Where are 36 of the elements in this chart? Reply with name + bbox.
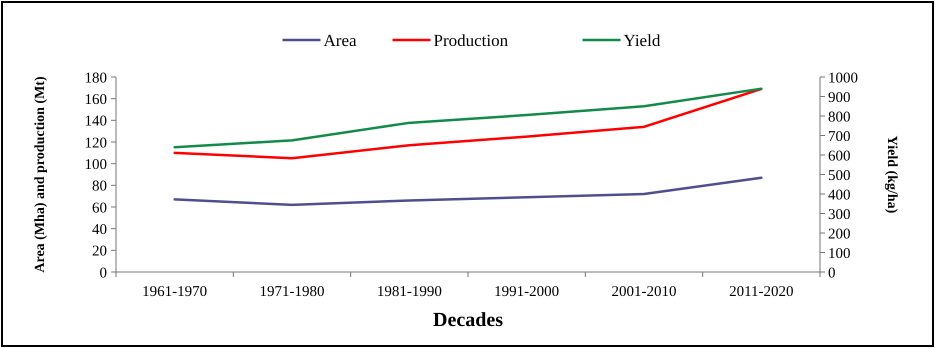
legend-label: Production bbox=[434, 30, 509, 50]
x-tick-label: 1981-1990 bbox=[376, 284, 442, 300]
y-tick-label: 20 bbox=[92, 244, 107, 260]
y-tick-label: 0 bbox=[100, 265, 107, 282]
x-tick-label: 1971-1980 bbox=[260, 284, 324, 300]
y-tick-label: 100 bbox=[84, 156, 107, 173]
y2-tick-label: 1000 bbox=[828, 70, 858, 86]
y2-tick-label: 700 bbox=[828, 128, 850, 145]
y2-tick-label: 100 bbox=[828, 246, 850, 262]
x-tick-label: 1991-2000 bbox=[494, 284, 560, 300]
x-tick-label: 2011-2020 bbox=[729, 284, 794, 300]
y-tick-label: 180 bbox=[84, 70, 107, 86]
x-axis-title: Decades bbox=[433, 309, 504, 331]
y-tick-label: 160 bbox=[84, 92, 107, 108]
y2-tick-label: 800 bbox=[828, 109, 850, 126]
y-axis-title: Area (Mha) and production (Mt) bbox=[33, 76, 48, 273]
legend-label: Area bbox=[324, 30, 357, 50]
y2-tick-label: 200 bbox=[828, 226, 850, 242]
y2-axis-title: Yield (kg/ha) bbox=[884, 136, 899, 214]
y2-tick-label: 400 bbox=[828, 187, 850, 204]
line-series bbox=[173, 88, 763, 160]
x-tick-label: 1961-1970 bbox=[142, 284, 208, 300]
y-tick-label: 120 bbox=[84, 135, 107, 152]
y-tick-label: 60 bbox=[92, 200, 107, 216]
y2-tick-label: 600 bbox=[828, 148, 850, 164]
y2-tick-label: 500 bbox=[828, 168, 850, 184]
legend-label: Yield bbox=[624, 30, 661, 50]
y-tick-label: 140 bbox=[84, 114, 107, 130]
x-tick-label: 2001-2010 bbox=[612, 284, 676, 300]
y2-tick-label: 0 bbox=[828, 265, 836, 282]
y2-tick-label: 900 bbox=[828, 90, 850, 106]
y-tick-label: 40 bbox=[92, 222, 107, 238]
line-series bbox=[173, 87, 763, 148]
line-series bbox=[173, 176, 763, 206]
y-tick-label: 80 bbox=[92, 178, 107, 195]
y2-tick-label: 300 bbox=[828, 206, 850, 223]
